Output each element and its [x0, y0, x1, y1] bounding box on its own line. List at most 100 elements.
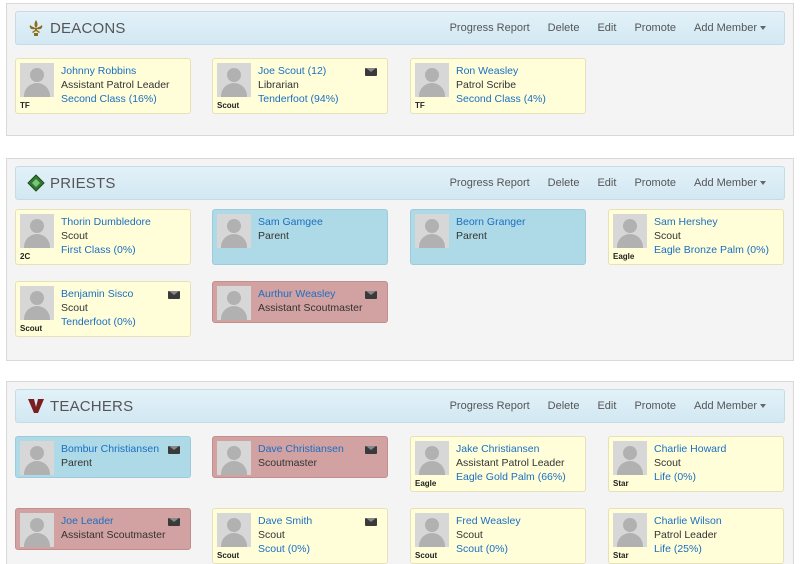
member-name-link[interactable]: Benjamin Sisco [61, 288, 134, 300]
caret-down-icon [760, 181, 766, 186]
envelope-icon[interactable] [365, 446, 377, 454]
member-card[interactable]: Star Charlie Howard Scout Life (0%) [608, 436, 784, 492]
delete-button[interactable]: Delete [547, 177, 580, 189]
member-card[interactable]: Scout Joe Scout (12) Librarian Tenderfoo… [212, 58, 388, 114]
member-card[interactable]: Sam Gamgee Parent [212, 209, 388, 265]
envelope-icon[interactable] [168, 446, 180, 454]
member-name-link[interactable]: Dave Smith [258, 515, 313, 527]
member-card[interactable]: Bombur Christiansen Parent [15, 436, 191, 478]
member-role: Librarian [258, 79, 299, 91]
envelope-icon[interactable] [365, 518, 377, 526]
patrol-panel-deacons: DEACONS Progress Report Delete Edit Prom… [6, 3, 794, 136]
add-member-label: Add Member [694, 177, 757, 189]
avatar [217, 214, 251, 248]
avatar [613, 214, 647, 248]
member-name-link[interactable]: Beorn Granger [456, 216, 526, 228]
member-card[interactable]: TF Ron Weasley Patrol Scribe Second Clas… [410, 58, 586, 114]
envelope-icon[interactable] [365, 68, 377, 76]
member-name-link[interactable]: Sam Gamgee [258, 216, 323, 228]
member-card[interactable]: Eagle Sam Hershey Scout Eagle Bronze Pal… [608, 209, 784, 265]
rank-badge: Star [613, 479, 629, 488]
member-role: Patrol Scribe [456, 79, 517, 91]
member-role: Parent [258, 230, 289, 242]
member-name-link[interactable]: Sam Hershey [654, 216, 718, 228]
rank-badge: Scout [217, 551, 240, 560]
avatar [20, 441, 54, 475]
member-rank-link[interactable]: Scout (0%) [258, 543, 310, 555]
patrol-panel-priests: PRIESTS Progress Report Delete Edit Prom… [6, 158, 794, 361]
rank-badge: TF [20, 101, 30, 110]
member-role: Scout [61, 302, 88, 314]
member-name-link[interactable]: Aurthur Weasley [258, 288, 336, 300]
add-member-dropdown[interactable]: Add Member [694, 22, 766, 34]
envelope-icon[interactable] [365, 291, 377, 299]
edit-button[interactable]: Edit [597, 177, 617, 189]
member-card[interactable]: 2C Thorin Dumbledore Scout First Class (… [15, 209, 191, 265]
add-member-dropdown[interactable]: Add Member [694, 177, 766, 189]
member-rank-link[interactable]: Second Class (16%) [61, 93, 157, 105]
member-name-link[interactable]: Joe Scout (12) [258, 65, 327, 77]
member-card[interactable]: TF Johnny Robbins Assistant Patrol Leade… [15, 58, 191, 114]
member-name-link[interactable]: Fred Weasley [456, 515, 521, 527]
promote-button[interactable]: Promote [634, 400, 677, 412]
member-role: Assistant Patrol Leader [456, 457, 565, 469]
rank-badge: Scout [20, 324, 43, 333]
member-name-link[interactable]: Joe Leader [61, 515, 114, 527]
member-card[interactable]: Beorn Granger Parent [410, 209, 586, 265]
envelope-icon[interactable] [168, 291, 180, 299]
avatar [20, 513, 54, 547]
member-card[interactable]: Scout Fred Weasley Scout Scout (0%) [410, 508, 586, 564]
add-member-dropdown[interactable]: Add Member [694, 400, 766, 412]
envelope-icon[interactable] [168, 518, 180, 526]
member-card[interactable]: Dave Christiansen Scoutmaster [212, 436, 388, 478]
progress-report-button[interactable]: Progress Report [449, 400, 530, 412]
edit-button[interactable]: Edit [597, 22, 617, 34]
member-role: Scout [456, 529, 483, 541]
delete-button[interactable]: Delete [547, 22, 580, 34]
rank-badge: 2C [20, 252, 31, 261]
member-name-link[interactable]: Jake Christiansen [456, 443, 540, 455]
member-rank-link[interactable]: Scout (0%) [456, 543, 508, 555]
member-card[interactable]: Star Charlie Wilson Patrol Leader Life (… [608, 508, 784, 564]
member-card[interactable]: Scout Dave Smith Scout Scout (0%) [212, 508, 388, 564]
edit-button[interactable]: Edit [597, 400, 617, 412]
add-member-label: Add Member [694, 22, 757, 34]
avatar [20, 63, 54, 97]
member-name-link[interactable]: Charlie Wilson [654, 515, 722, 527]
member-name-link[interactable]: Dave Christiansen [258, 443, 344, 455]
member-rank-link[interactable]: Second Class (4%) [456, 93, 546, 105]
progress-report-button[interactable]: Progress Report [449, 22, 530, 34]
member-name-link[interactable]: Bombur Christiansen [61, 443, 160, 455]
avatar [415, 513, 449, 547]
patrol-panel-teachers: TEACHERS Progress Report Delete Edit Pro… [6, 381, 794, 564]
member-rank-link[interactable]: Life (25%) [654, 543, 702, 555]
member-rank-link[interactable]: First Class (0%) [61, 244, 136, 256]
promote-button[interactable]: Promote [634, 22, 677, 34]
avatar [217, 286, 251, 320]
member-rank-link[interactable]: Tenderfoot (94%) [258, 93, 339, 105]
member-name-link[interactable]: Thorin Dumbledore [61, 216, 151, 228]
member-name-link[interactable]: Ron Weasley [456, 65, 519, 77]
member-rank-link[interactable]: Life (0%) [654, 471, 697, 483]
promote-button[interactable]: Promote [634, 177, 677, 189]
add-member-label: Add Member [694, 400, 757, 412]
member-rank-link[interactable]: Tenderfoot (0%) [61, 316, 136, 328]
member-card[interactable]: Joe Leader Assistant Scoutmaster [15, 508, 191, 550]
member-rank-link[interactable]: Eagle Bronze Palm (0%) [654, 244, 769, 256]
member-card[interactable]: Aurthur Weasley Assistant Scoutmaster [212, 281, 388, 323]
rank-badge: Scout [217, 101, 240, 110]
delete-button[interactable]: Delete [547, 400, 580, 412]
member-name-link[interactable]: Charlie Howard [654, 443, 727, 455]
progress-report-button[interactable]: Progress Report [449, 177, 530, 189]
member-card[interactable]: Eagle Jake Christiansen Assistant Patrol… [410, 436, 586, 492]
rank-badge: TF [415, 101, 425, 110]
member-card[interactable]: Scout Benjamin Sisco Scout Tenderfoot (0… [15, 281, 191, 337]
member-role: Assistant Scoutmaster [258, 302, 363, 314]
member-role: Scout [654, 230, 681, 242]
member-name-link[interactable]: Johnny Robbins [61, 65, 137, 77]
member-rank-link[interactable]: Eagle Gold Palm (66%) [456, 471, 566, 483]
rank-badge: Eagle [415, 479, 437, 488]
avatar [415, 214, 449, 248]
rank-badge: Eagle [613, 252, 635, 261]
avatar [217, 513, 251, 547]
